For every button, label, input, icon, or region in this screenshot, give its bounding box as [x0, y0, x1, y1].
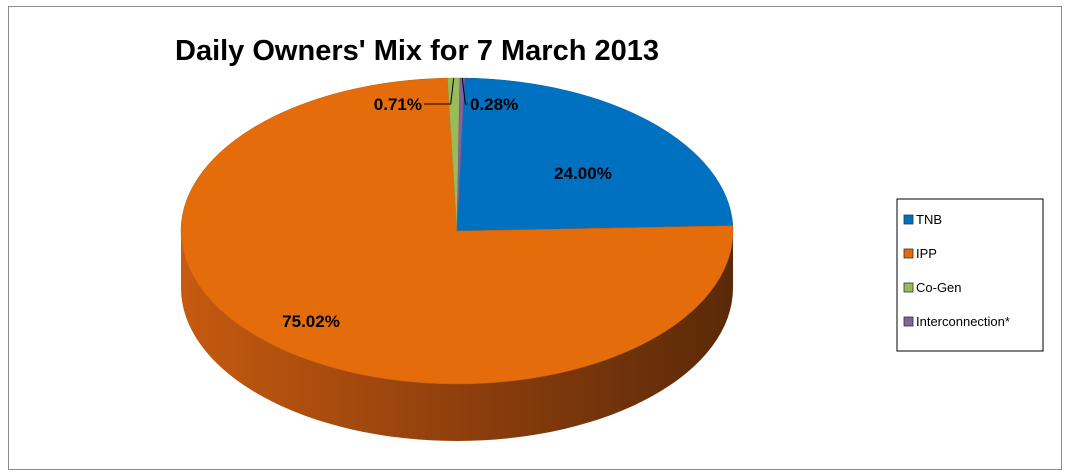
pie-side-ipp	[181, 231, 733, 441]
pie-leaders	[424, 77, 468, 105]
chart-title: Daily Owners' Mix for 7 March 2013	[175, 35, 659, 67]
pie-chart: Daily Owners' Mix for 7 March 2013 24.00…	[175, 35, 1044, 441]
pie-sides	[181, 231, 733, 441]
pie-slice-tnb	[456, 77, 734, 232]
chart-frame: Daily Owners' Mix for 7 March 2013 24.00…	[8, 6, 1062, 470]
legend-label-co-gen: Co-Gen	[916, 280, 962, 295]
pie-slice-ipp	[180, 77, 734, 385]
data-label-interconnection: 0.28%	[470, 95, 518, 114]
leader-line-co-gen	[424, 77, 455, 105]
pie-labels: 24.00% 75.02% 0.71% 0.28%	[282, 95, 612, 331]
pie-tops	[180, 77, 734, 385]
legend-label-interconnection: Interconnection*	[916, 314, 1010, 329]
legend-swatch-ipp	[903, 248, 914, 259]
legend-items: TNB IPP Co-Gen Interconnection*	[903, 212, 1010, 329]
data-label-ipp: 75.02%	[282, 312, 340, 331]
legend-swatch-interconnection	[903, 316, 914, 327]
legend-label-ipp: IPP	[916, 246, 937, 261]
legend-swatch-tnb	[903, 214, 914, 225]
legend-box	[896, 198, 1044, 352]
data-label-tnb: 24.00%	[554, 164, 612, 183]
legend-swatch-co-gen	[903, 282, 914, 293]
data-label-co-gen: 0.71%	[374, 95, 422, 114]
legend: TNB IPP Co-Gen Interconnection*	[896, 198, 1044, 352]
legend-label-tnb: TNB	[916, 212, 942, 227]
leader-line-interconnection	[461, 77, 468, 105]
